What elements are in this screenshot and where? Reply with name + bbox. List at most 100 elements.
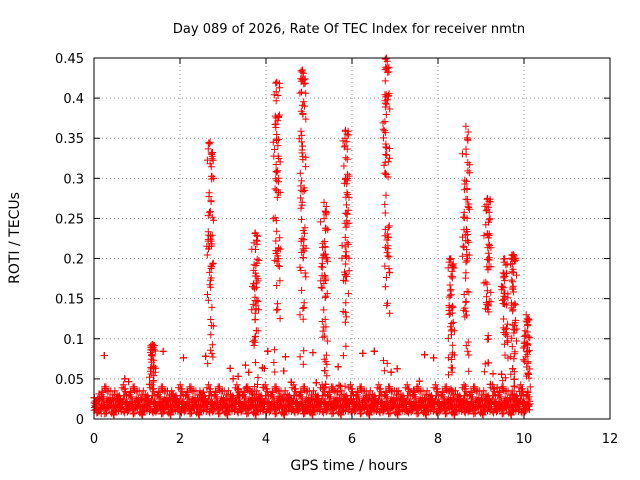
data-point [241,393,249,401]
data-point [125,407,133,415]
data-point [386,145,394,152]
data-point [312,379,320,387]
data-point [297,389,305,396]
data-point [258,364,266,372]
data-point [287,378,295,386]
data-point [347,395,355,403]
data-point [481,360,489,368]
data-point [385,265,393,273]
y-tick-label: 0.45 [55,52,84,67]
data-point [298,101,306,109]
data-point [296,353,304,361]
data-point [206,207,214,215]
data-point [460,404,468,412]
data-point [432,381,440,389]
data-point [224,387,232,395]
data-point [363,405,371,413]
data-point [207,265,215,272]
data-point [300,242,308,250]
data-point [116,395,124,403]
data-point [253,387,261,395]
data-point [523,315,531,323]
data-point [524,321,532,329]
data-point [152,364,159,372]
data-point [510,368,518,376]
data-point [272,175,280,183]
data-point [297,127,305,135]
data-point [382,389,390,396]
data-point [523,401,531,409]
data-point [465,288,473,296]
data-point [382,274,390,281]
data-point [462,342,470,350]
data-point [204,212,212,220]
data-point [382,191,390,199]
data-point [245,368,253,376]
data-point [274,167,282,175]
data-point [439,389,447,396]
data-point [269,389,276,396]
data-point [259,383,267,391]
data-point [297,267,305,274]
data-point [270,152,278,160]
data-point [234,372,242,380]
data-point [382,169,389,177]
data-point [381,283,389,291]
data-point [295,407,303,415]
x-tick-label: 10 [516,432,533,447]
data-point [271,346,279,354]
data-point [196,387,204,395]
data-point [250,342,258,349]
data-point [208,213,216,221]
data-point [446,323,454,331]
data-point [271,112,279,120]
data-point [379,119,387,127]
data-point [272,217,280,225]
data-point [297,186,305,194]
data-point [503,269,511,277]
data-point [276,392,284,400]
data-point [481,368,489,376]
data-point [384,242,392,250]
data-point [302,163,310,171]
data-point [483,280,491,288]
data-point [176,381,184,389]
data-point [508,278,516,286]
data-point [276,234,284,242]
data-point [270,359,278,366]
data-point [323,407,331,415]
data-point [207,163,215,171]
data-point [489,370,497,378]
data-point [522,311,530,319]
data-point [380,357,387,365]
data-point [465,367,473,375]
data-point [206,208,213,216]
data-point [460,186,468,194]
data-point [117,404,124,412]
data-point [421,407,429,415]
grid [94,58,610,419]
data-point [464,338,472,346]
data-point [267,407,274,415]
data-point [342,299,350,307]
data-point [448,326,456,334]
data-point [448,356,456,363]
data-point [299,245,307,253]
data-point [442,399,450,407]
data-point [508,268,516,276]
data-point [242,361,249,369]
data-point [298,138,306,146]
data-point [209,353,217,361]
data-point [485,203,493,211]
y-tick-label: 0.05 [55,373,84,388]
data-point [466,161,474,169]
data-point [121,375,129,383]
data-point [464,347,472,355]
data-point [383,144,391,152]
data-point [386,309,394,317]
data-point [189,395,197,403]
data-point [251,383,259,390]
data-point [343,219,351,227]
data-point [384,252,392,260]
data-point [342,209,350,217]
